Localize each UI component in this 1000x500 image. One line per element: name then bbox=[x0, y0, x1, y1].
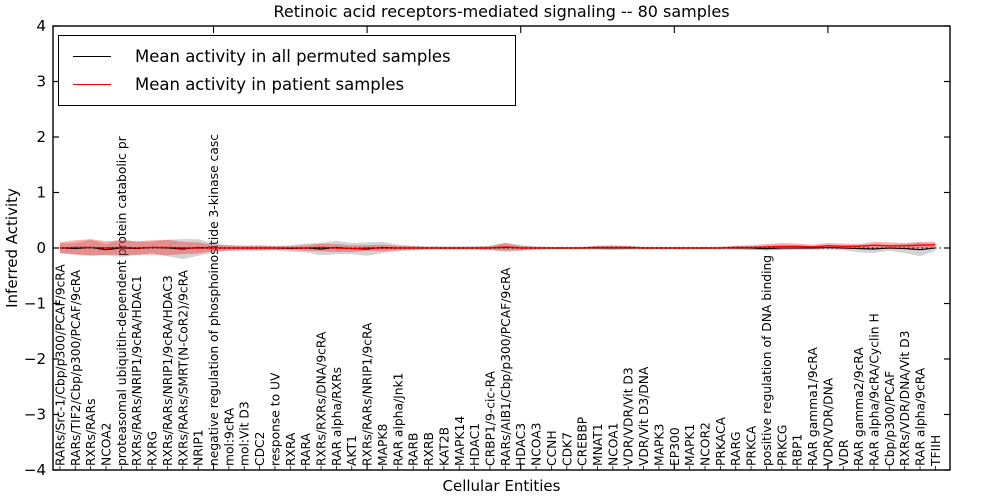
x-tick-label: CDK7 bbox=[560, 432, 574, 466]
y-tick-label: −1 bbox=[24, 295, 46, 313]
x-tick-label: RXRA bbox=[284, 432, 298, 466]
x-tick-label: RXRB bbox=[422, 432, 436, 466]
x-tick-label: RARs/TIF2/Cbp/p300/PCAF/9cRA bbox=[69, 269, 83, 466]
x-tick-label: TFIIH bbox=[929, 435, 943, 467]
x-tick-label: positive regulation of DNA binding bbox=[760, 255, 774, 466]
legend-line-sample-red bbox=[73, 83, 111, 85]
legend-line-sample-black bbox=[73, 55, 111, 57]
legend-label: Mean activity in patient samples bbox=[135, 74, 405, 94]
patient-mean-line bbox=[59, 244, 936, 250]
x-tick-label: RBP1 bbox=[791, 434, 805, 466]
x-tick-label: RARG bbox=[729, 431, 743, 466]
x-tick-label: MAPK8 bbox=[376, 424, 390, 466]
y-tick-label: 2 bbox=[36, 128, 46, 146]
x-tick-label: RXRs/VDR/DNA/Vit D3 bbox=[898, 331, 912, 466]
x-tick-label: MAPK1 bbox=[683, 424, 697, 466]
x-tick-label: CDC2 bbox=[253, 432, 267, 466]
x-tick-label: VDR/VDR/Vit D3 bbox=[622, 367, 636, 466]
x-tick-label: PRKCA bbox=[745, 425, 759, 466]
x-tick-label: VDR/VDR/DNA bbox=[821, 377, 835, 466]
x-tick-label: CREBBP bbox=[576, 417, 590, 466]
x-tick-label: RAR gamma2/9cRA bbox=[852, 347, 866, 466]
x-tick-label: RAR alpha/Jnk1 bbox=[391, 372, 405, 466]
x-tick-label: NRIP1 bbox=[192, 429, 206, 466]
x-tick-label: HDAC3 bbox=[514, 423, 528, 466]
x-axis-title: Cellular Entities bbox=[442, 477, 561, 495]
x-tick-label: VDR/Vit D3/DNA bbox=[637, 366, 651, 466]
x-tick-label: RXRs/RARs/SMRT(N-CoR2)/9cRA bbox=[176, 269, 190, 466]
y-tick-label: 0 bbox=[36, 239, 46, 257]
x-tick-label: MAPK3 bbox=[652, 424, 666, 466]
x-tick-label: NCOA3 bbox=[530, 423, 544, 466]
legend: Mean activity in all permuted samples Me… bbox=[58, 35, 516, 106]
x-tick-label: PRKACA bbox=[714, 416, 728, 466]
x-tick-label: MAPK14 bbox=[453, 416, 467, 466]
x-tick-label: CCNH bbox=[545, 430, 559, 466]
y-tick-label: 1 bbox=[36, 184, 46, 202]
y-tick-label: 4 bbox=[36, 17, 46, 35]
x-tick-label: RXRs/RARs/NRIP1/9cRA/HDAC1 bbox=[130, 275, 144, 466]
x-tick-label: PRKCG bbox=[775, 425, 789, 466]
x-tick-label: RARs/Src-1/Cbp/p300/PCAF/9cRA bbox=[53, 264, 67, 466]
y-tick-label: 3 bbox=[36, 73, 46, 91]
y-tick-label: −4 bbox=[24, 461, 46, 479]
y-tick-label: −2 bbox=[24, 350, 46, 368]
x-tick-label: NCOA1 bbox=[606, 423, 620, 466]
x-tick-label: RAR gamma1/9cRA bbox=[806, 347, 820, 466]
x-tick-label: RARs/AIB1/Cbp/p300/PCAF/9cRA bbox=[499, 267, 513, 466]
x-tick-label: RXRs/RARs/NRIP1/9cRA bbox=[361, 322, 375, 466]
x-tick-label: RARB bbox=[407, 433, 421, 466]
x-tick-label: AKT1 bbox=[345, 435, 359, 466]
legend-label: Mean activity in all permuted samples bbox=[135, 46, 451, 66]
x-tick-label: KAT2B bbox=[437, 427, 451, 466]
x-tick-label: RXRG bbox=[146, 431, 160, 466]
y-tick-label: −3 bbox=[24, 406, 46, 424]
legend-entry-permuted: Mean activity in all permuted samples bbox=[73, 42, 501, 70]
x-tick-label: response to UV bbox=[268, 372, 282, 466]
x-tick-label: RXRs/RARs bbox=[84, 399, 98, 466]
x-tick-label: RAR alpha/9cRA bbox=[914, 367, 928, 466]
y-axis-title: Inferred Activity bbox=[3, 188, 21, 308]
x-tick-label: NCOA2 bbox=[99, 423, 113, 466]
x-tick-label: EP300 bbox=[668, 427, 682, 466]
x-tick-label: CRBP1/9-cic-RA bbox=[483, 370, 497, 466]
x-tick-label: RXRs/RARs/NRIP1/9cRA/HDAC3 bbox=[161, 275, 175, 466]
x-tick-label: MNAT1 bbox=[591, 423, 605, 466]
x-tick-label: VDR bbox=[837, 439, 851, 466]
permuted-band bbox=[59, 239, 936, 260]
x-tick-label: HDAC1 bbox=[468, 423, 482, 466]
x-tick-label: RARA bbox=[299, 432, 313, 466]
x-tick-label: RAR alpha/RXRs bbox=[330, 367, 344, 466]
legend-entry-patient: Mean activity in patient samples bbox=[73, 70, 501, 98]
x-tick-label: RAR alpha/9cRA/Cyclin H bbox=[867, 313, 881, 466]
x-tick-label: mol:Vit D3 bbox=[238, 401, 252, 466]
chart-title: Retinoic acid receptors-mediated signali… bbox=[273, 2, 730, 21]
x-tick-label: proteasomal ubiquitin-dependent protein … bbox=[115, 135, 129, 466]
x-tick-label: Cbp/p300/PCAF bbox=[883, 371, 897, 466]
x-tick-label: RXRs/RXRs/DNA/9cRA bbox=[315, 331, 329, 466]
x-tick-label: NCOR2 bbox=[699, 422, 713, 466]
x-tick-label: mol:9cRA bbox=[222, 407, 236, 466]
x-tick-label: negative regulation of phosphoinositide … bbox=[207, 134, 221, 466]
